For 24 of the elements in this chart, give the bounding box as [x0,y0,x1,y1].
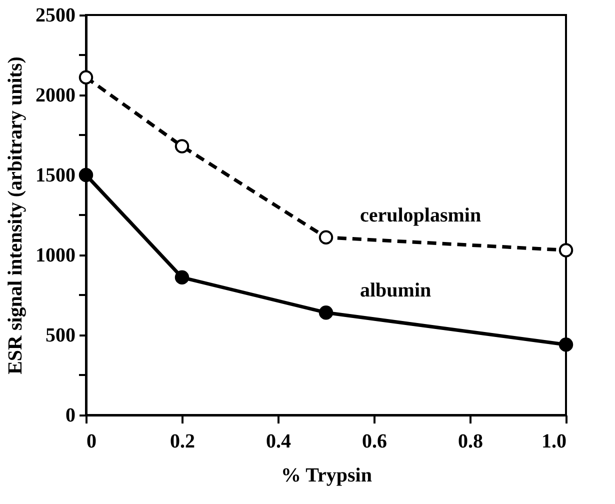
point [318,230,334,245]
point [558,243,574,258]
point [558,337,574,352]
x-tick-label: 0 [86,430,96,452]
x-axis-title: % Trypsin [281,464,372,486]
x-tick-label: 1.0 [542,430,566,452]
point [174,139,190,154]
y-tick-label: 2000 [36,84,76,106]
point [78,168,94,182]
y-tick-label: 1000 [36,244,76,266]
point [78,70,94,85]
y-tick-label: 0 [66,404,76,426]
x-tick-label: 0.2 [170,430,195,452]
point [318,305,334,320]
series-label: ceruloplasmin [360,204,482,226]
y-tick-label: 500 [46,324,76,346]
point [174,270,190,285]
y-axis-title: ESR signal intensity (arbitrary units) [4,56,26,374]
x-tick-label: 0.8 [458,430,483,452]
x-tick-label: 0.6 [362,430,387,452]
y-tick-label: 1500 [36,164,76,186]
x-tick-label: 0.4 [266,430,291,452]
series-label: albumin [360,280,432,302]
y-tick-label: 2500 [36,4,76,26]
